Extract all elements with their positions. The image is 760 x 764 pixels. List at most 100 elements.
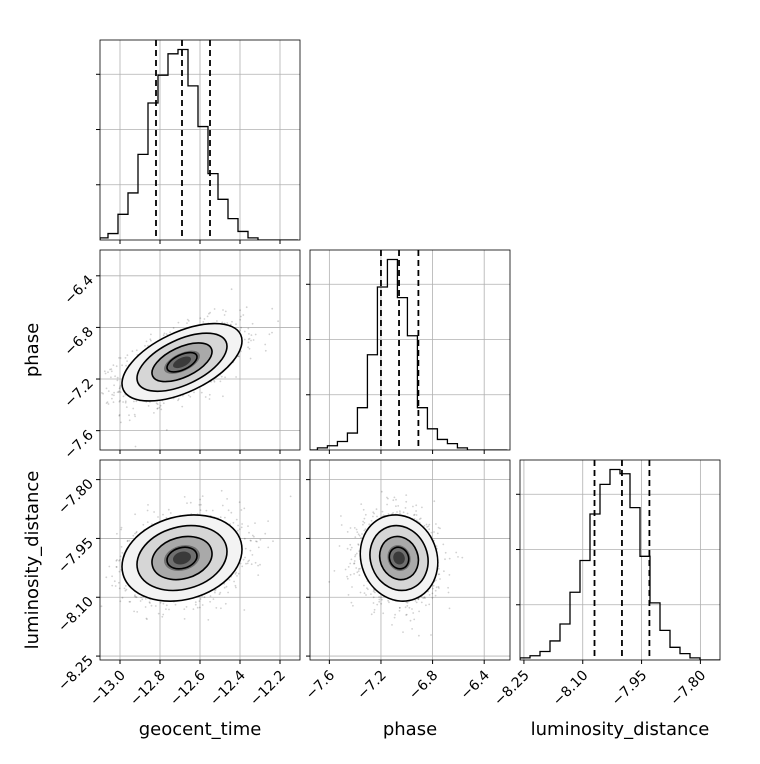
- sample-point: [226, 322, 229, 324]
- sample-point: [402, 511, 405, 514]
- sample-point: [352, 604, 354, 607]
- sample-point: [147, 344, 149, 347]
- sample-point: [439, 527, 441, 530]
- contour-line: [166, 546, 198, 570]
- sample-point: [386, 496, 388, 499]
- x-tick-label: −8.10: [550, 668, 592, 710]
- sample-point: [249, 357, 252, 360]
- sample-point: [212, 598, 215, 600]
- sample-point: [361, 533, 363, 535]
- sample-point: [355, 567, 358, 569]
- sample-point: [409, 619, 412, 622]
- scatter-panel-phase-luminosity_distance: [306, 459, 511, 664]
- sample-point: [223, 314, 226, 316]
- sample-point: [156, 403, 159, 406]
- sample-point: [110, 368, 113, 370]
- sample-point: [115, 566, 118, 568]
- sample-point: [200, 391, 203, 394]
- sample-point: [209, 600, 212, 603]
- sample-point: [370, 593, 372, 595]
- sample-point: [243, 537, 246, 540]
- sample-point: [264, 532, 267, 535]
- sample-point: [198, 600, 201, 602]
- sample-point: [338, 545, 341, 547]
- sample-point: [216, 320, 218, 322]
- sample-point: [237, 572, 240, 575]
- sample-point: [365, 594, 367, 596]
- sample-point: [357, 568, 360, 570]
- sample-point: [211, 509, 214, 512]
- sample-point: [160, 408, 163, 411]
- sample-point: [353, 560, 356, 562]
- sample-point: [251, 322, 254, 325]
- sample-point: [128, 419, 131, 422]
- sample-point: [438, 587, 440, 589]
- scatter-panel-geocent_time-phase: [96, 249, 301, 454]
- sample-point: [119, 391, 122, 393]
- sample-point: [112, 401, 115, 404]
- sample-point: [132, 407, 135, 410]
- sample-point: [366, 587, 368, 589]
- sample-point: [244, 547, 247, 550]
- sample-point: [118, 559, 120, 562]
- sample-point: [367, 588, 369, 591]
- sample-point: [242, 558, 245, 561]
- sample-point: [404, 507, 407, 509]
- sample-point: [359, 567, 361, 570]
- sample-point: [248, 347, 251, 350]
- sample-point: [162, 613, 165, 616]
- sample-point: [220, 375, 223, 378]
- sample-point: [107, 403, 110, 405]
- sample-point: [145, 617, 148, 620]
- sample-point: [198, 606, 201, 609]
- sample-point: [118, 581, 120, 584]
- sample-point: [346, 547, 349, 550]
- sample-point: [249, 549, 252, 552]
- sample-point: [346, 531, 349, 533]
- sample-point: [129, 600, 132, 603]
- sample-point: [259, 538, 262, 541]
- sample-point: [437, 573, 440, 576]
- sample-point: [254, 561, 257, 564]
- sample-point: [204, 396, 207, 398]
- sample-point: [413, 514, 415, 516]
- sample-point: [368, 523, 371, 526]
- sample-point: [158, 406, 161, 409]
- sample-point: [124, 589, 127, 592]
- sample-point: [356, 531, 359, 533]
- sample-point: [114, 585, 117, 587]
- sample-point: [239, 309, 242, 312]
- histogram-geocent_time: [100, 48, 298, 240]
- sample-point: [362, 508, 365, 511]
- sample-point: [373, 611, 376, 614]
- sample-point: [356, 571, 359, 574]
- sample-point: [224, 602, 227, 605]
- sample-point: [113, 384, 115, 387]
- sample-point: [133, 610, 136, 613]
- sample-point: [126, 354, 129, 357]
- contour-line: [359, 514, 439, 602]
- sample-point: [434, 594, 437, 597]
- sample-point: [447, 591, 450, 594]
- sample-point: [237, 529, 239, 532]
- sample-point: [418, 518, 421, 520]
- sample-point: [430, 531, 433, 534]
- sample-point: [142, 523, 145, 526]
- sample-point: [392, 499, 395, 502]
- sample-point: [116, 379, 119, 382]
- x-axis-label-phase: phase: [383, 719, 437, 740]
- sample-point: [364, 513, 367, 516]
- sample-point: [353, 527, 356, 529]
- sample-point: [209, 311, 212, 314]
- sample-point: [136, 611, 139, 613]
- y-axis-label-phase: phase: [22, 323, 43, 377]
- sample-point: [146, 509, 149, 512]
- sample-point: [120, 528, 123, 531]
- y-tick-label: −7.95: [55, 535, 97, 577]
- x-tick-label: −8.25: [491, 668, 533, 710]
- x-axis-label-luminosity_distance: luminosity_distance: [531, 719, 710, 740]
- sample-point: [224, 376, 227, 379]
- sample-point: [126, 360, 128, 362]
- sample-point: [124, 585, 127, 587]
